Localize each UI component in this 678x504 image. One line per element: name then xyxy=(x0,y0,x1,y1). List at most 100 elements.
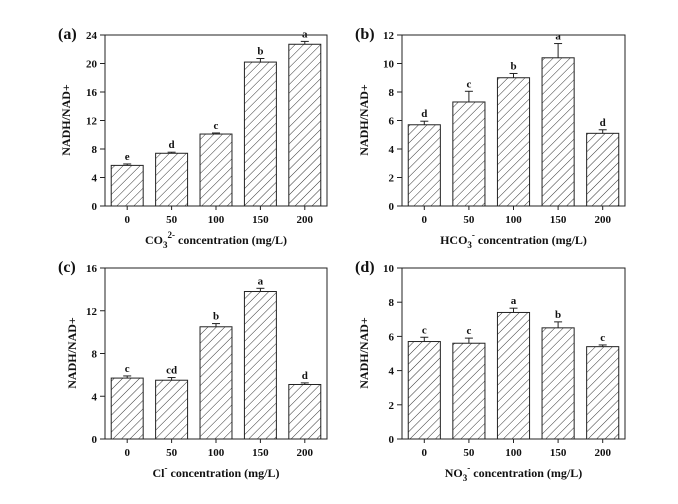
bar-200 xyxy=(288,43,322,207)
x-tick-label-50: 50 xyxy=(166,214,178,226)
bar-150 xyxy=(541,327,575,440)
y-tick-label-4: 4 xyxy=(389,366,395,378)
y-tick-label-6: 6 xyxy=(389,331,395,343)
y-tick-label-10: 10 xyxy=(383,59,395,71)
chart-panel-3: c 0 cd 50 b 100 a 150 d 200 0 4 8 12 16 NADH/NAD+ Cl- co… xyxy=(58,259,328,480)
x-tick-label-0: 0 xyxy=(124,214,130,226)
y-axis-label: NADH/NAD+ xyxy=(357,84,371,156)
y-tick-label-16: 16 xyxy=(86,87,98,99)
y-tick-label-8: 8 xyxy=(92,349,98,361)
y-axis-label: NADH/NAD+ xyxy=(59,84,73,156)
significance-label-100: b xyxy=(213,311,219,323)
y-tick-label-10: 10 xyxy=(383,263,395,275)
significance-label-0: c xyxy=(422,324,427,336)
y-tick-label-0: 0 xyxy=(389,201,395,213)
significance-label-50: cd xyxy=(166,365,177,377)
significance-label-0: d xyxy=(421,108,427,120)
x-tick-label-100: 100 xyxy=(505,214,522,226)
y-tick-label-2: 2 xyxy=(389,173,395,185)
x-tick-label-200: 200 xyxy=(297,447,314,459)
x-tick-label-200: 200 xyxy=(297,214,314,226)
y-tick-label-6: 6 xyxy=(389,116,395,128)
y-axis-label: NADH/NAD+ xyxy=(65,317,79,389)
x-axis-label: HCO3- concentration (mg/L) xyxy=(440,230,587,250)
x-tick-label-150: 150 xyxy=(550,447,567,459)
y-tick-label-4: 4 xyxy=(92,173,98,185)
significance-label-50: d xyxy=(169,139,175,151)
chart-panel-1: e 0 d 50 c 100 b 150 a 200 0 4 8 12 16 20 24 NADH/NAD+ CO3… xyxy=(58,26,328,250)
y-tick-label-24: 24 xyxy=(86,30,98,42)
x-axis-label: Cl- concentration (mg/L) xyxy=(153,463,280,480)
bar-150 xyxy=(243,61,277,207)
y-tick-label-0: 0 xyxy=(92,434,98,446)
x-tick-label-50: 50 xyxy=(463,447,475,459)
y-tick-label-12: 12 xyxy=(383,30,395,42)
bar-150 xyxy=(541,57,575,207)
significance-label-200: c xyxy=(600,332,605,344)
significance-label-150: a xyxy=(555,31,561,43)
bar-200 xyxy=(586,346,620,440)
bar-100 xyxy=(199,133,233,207)
x-tick-label-100: 100 xyxy=(208,447,225,459)
bar-0 xyxy=(407,124,441,207)
bar-0 xyxy=(110,164,144,207)
x-axis-label: CO32- concentration (mg/L) xyxy=(145,230,287,250)
bar-100 xyxy=(199,326,233,440)
panel-label: (a) xyxy=(58,26,77,43)
panel-label: (c) xyxy=(58,259,76,276)
panel-label: (b) xyxy=(355,26,375,43)
x-tick-label-200: 200 xyxy=(594,447,611,459)
bar-200 xyxy=(586,132,620,207)
bar-50 xyxy=(155,152,189,207)
x-tick-label-0: 0 xyxy=(124,447,130,459)
significance-label-200: d xyxy=(600,117,606,129)
y-tick-label-8: 8 xyxy=(92,144,98,156)
bar-0 xyxy=(110,377,144,440)
bar-50 xyxy=(452,101,486,207)
x-tick-label-0: 0 xyxy=(422,447,428,459)
bar-100 xyxy=(496,77,531,207)
significance-label-150: b xyxy=(555,309,561,321)
significance-label-150: b xyxy=(257,46,263,58)
significance-label-100: c xyxy=(214,120,219,132)
bar-0 xyxy=(407,341,441,440)
x-tick-label-50: 50 xyxy=(166,447,178,459)
panel-label: (d) xyxy=(355,259,375,276)
chart-panel-2: d 0 c 50 b 100 a 150 d 200 0 2 4 6 8 10 12 NADH/NAD+ HCO3-… xyxy=(355,26,626,250)
bar-150 xyxy=(243,291,277,440)
significance-label-0: e xyxy=(125,151,130,163)
y-axis-label: NADH/NAD+ xyxy=(357,317,371,389)
x-tick-label-50: 50 xyxy=(463,214,475,226)
y-tick-label-4: 4 xyxy=(389,144,395,156)
chart-panel-4: c 0 c 50 a 100 b 150 c 200 0 2 4 6 8 10 NADH/NAD+ NO3- co… xyxy=(355,259,626,483)
y-tick-label-4: 4 xyxy=(92,391,98,403)
y-tick-label-12: 12 xyxy=(86,116,98,128)
significance-label-100: b xyxy=(510,60,516,72)
y-tick-label-20: 20 xyxy=(86,59,98,71)
significance-label-100: a xyxy=(511,295,517,307)
x-tick-label-100: 100 xyxy=(505,447,522,459)
x-tick-label-150: 150 xyxy=(550,214,567,226)
significance-label-50: c xyxy=(466,325,471,337)
bar-200 xyxy=(288,383,322,440)
x-tick-label-150: 150 xyxy=(252,447,269,459)
y-tick-label-12: 12 xyxy=(86,306,98,318)
bar-50 xyxy=(155,379,189,440)
bar-100 xyxy=(496,311,531,440)
x-axis-label: NO3- concentration (mg/L) xyxy=(445,463,582,483)
x-tick-label-200: 200 xyxy=(594,214,611,226)
y-tick-label-0: 0 xyxy=(389,434,395,446)
significance-label-50: c xyxy=(466,78,471,90)
y-tick-label-8: 8 xyxy=(389,297,395,309)
y-tick-label-0: 0 xyxy=(92,201,98,213)
bar-50 xyxy=(452,342,486,440)
x-tick-label-100: 100 xyxy=(208,214,225,226)
significance-label-150: a xyxy=(258,275,264,287)
significance-label-200: a xyxy=(302,28,308,40)
significance-label-200: d xyxy=(302,370,308,382)
x-tick-label-0: 0 xyxy=(422,214,428,226)
y-tick-label-16: 16 xyxy=(86,263,98,275)
y-tick-label-2: 2 xyxy=(389,400,395,412)
x-tick-label-150: 150 xyxy=(252,214,269,226)
